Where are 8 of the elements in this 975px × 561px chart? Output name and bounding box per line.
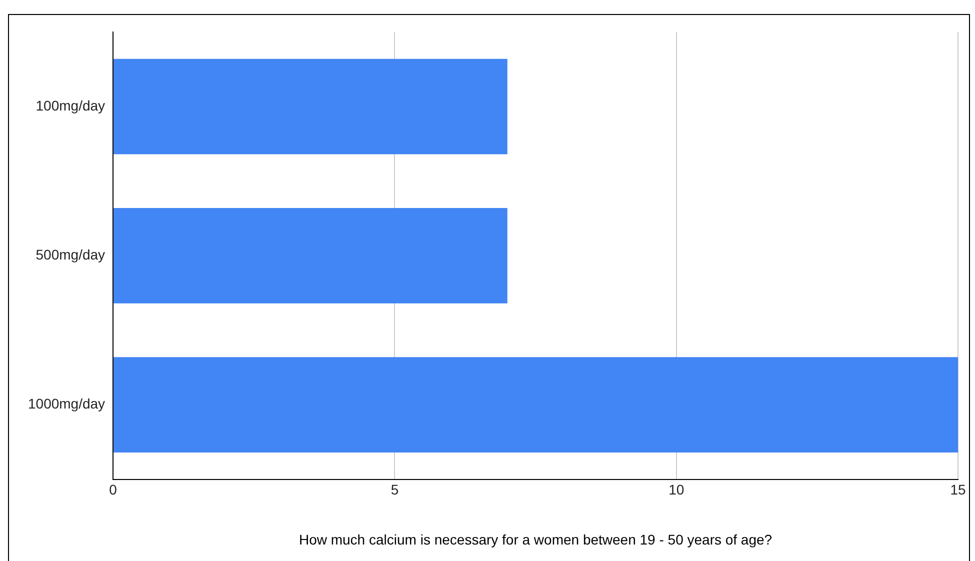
y-tick-label: 1000mg/day [28, 396, 106, 412]
x-tick-label: 15 [950, 482, 966, 498]
y-tick-label: 500mg/day [36, 246, 106, 263]
x-axis-title: How much calcium is necessary for a women between 19 - 50 years of age? [298, 531, 772, 548]
y-tick-label: 100mg/day [36, 97, 106, 114]
x-tick-label: 5 [390, 482, 399, 498]
x-tick-label: 10 [668, 482, 684, 498]
x-tick-label: 0 [109, 482, 118, 498]
